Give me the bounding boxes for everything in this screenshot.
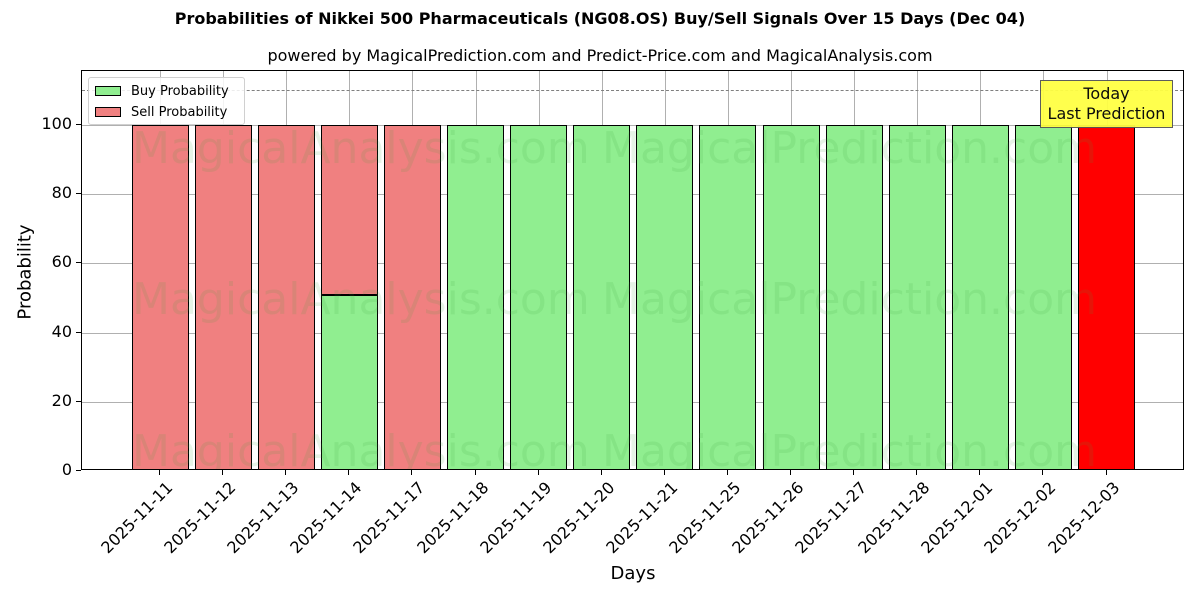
bar-sell-2025-11-11 — [131, 124, 189, 469]
y-tick — [76, 470, 81, 471]
bar-sell-2025-11-12 — [194, 124, 252, 469]
legend-item-sell: Sell Probability — [95, 103, 227, 121]
gridline-horizontal — [82, 194, 1183, 196]
y-tick-label: 0 — [61, 460, 72, 479]
legend-sell-label: Sell Probability — [131, 104, 228, 120]
x-tick — [411, 470, 413, 475]
bar-buy-2025-11-21 — [636, 124, 694, 469]
y-axis-label: Probability — [14, 224, 36, 320]
bar-sell-2025-11-13 — [257, 124, 315, 469]
bar-sell-2025-12-03 — [1078, 124, 1135, 469]
y-tick-label: 80 — [51, 183, 72, 203]
y-tick-label: 60 — [51, 252, 72, 272]
gridline-horizontal — [82, 263, 1183, 265]
bar-buy-2025-11-26 — [762, 124, 820, 469]
y-tick — [76, 262, 81, 264]
x-tick — [537, 470, 539, 475]
x-tick — [663, 470, 665, 475]
y-tick-label: 20 — [51, 390, 72, 410]
x-tick — [159, 470, 160, 475]
bar-sell-2025-11-17 — [383, 124, 441, 469]
y-tick — [76, 400, 81, 402]
y-tick-label: 40 — [51, 321, 72, 341]
x-tick — [1105, 470, 1107, 475]
x-tick — [1042, 470, 1044, 475]
x-axis-label: Days — [610, 563, 656, 584]
bar-buy-2025-11-18 — [447, 124, 504, 469]
x-tick — [726, 470, 728, 475]
x-tick — [285, 470, 287, 475]
bar-buy-2025-11-20 — [573, 124, 631, 469]
bar-buy-2025-12-02 — [1014, 124, 1072, 469]
plot-area: MagicalAnalysis.comMagicalPrediction.com… — [81, 70, 1184, 470]
gridline-horizontal — [82, 332, 1183, 334]
gridline-horizontal — [82, 401, 1183, 403]
legend: Buy Probability Sell Probability — [88, 77, 245, 125]
bar-buy-2025-11-27 — [825, 124, 883, 469]
bar-buy-2025-11-19 — [510, 124, 568, 469]
x-tick — [600, 470, 602, 475]
x-tick — [474, 470, 476, 475]
legend-buy-label: Buy Probability — [131, 83, 229, 99]
chart-subtitle: powered by MagicalPrediction.com and Pre… — [267, 46, 933, 65]
x-tick — [222, 470, 224, 475]
today-annotation: Today Last Prediction — [1040, 80, 1173, 128]
annotation-line-2: Last Prediction — [1047, 104, 1166, 123]
x-tick — [853, 470, 855, 475]
y-tick — [76, 123, 81, 125]
y-tick — [76, 193, 81, 195]
x-tick — [916, 470, 918, 475]
chart-title: Probabilities of Nikkei 500 Pharmaceutic… — [174, 9, 1026, 28]
legend-item-buy: Buy Probability — [95, 82, 229, 100]
bar-buy-2025-11-28 — [888, 124, 946, 469]
bar-buy-2025-12-01 — [951, 124, 1009, 469]
annotation-line-1: Today — [1083, 84, 1130, 103]
gridline-horizontal — [82, 124, 1183, 126]
bar-sell-2025-11-14 — [320, 124, 378, 295]
x-tick — [979, 470, 981, 475]
x-tick — [790, 470, 791, 475]
y-tick-label: 100 — [41, 113, 72, 133]
bar-buy-2025-11-25 — [699, 124, 757, 469]
bar-buy-2025-11-14 — [320, 294, 378, 469]
reference-line — [82, 90, 1183, 92]
buy-swatch-icon — [95, 86, 121, 96]
x-tick — [348, 470, 350, 475]
y-tick — [76, 331, 81, 333]
sell-swatch-icon — [95, 107, 121, 117]
